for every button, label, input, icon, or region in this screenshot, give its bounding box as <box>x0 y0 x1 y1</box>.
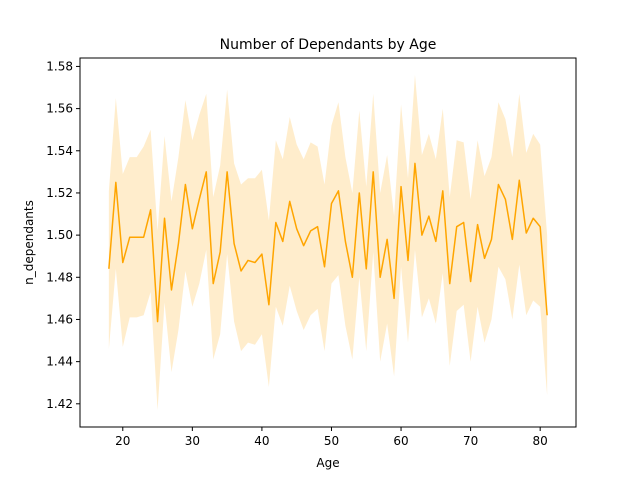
confidence-band-0 <box>108 74 548 411</box>
y-tick-label: 1.48 <box>46 270 73 284</box>
y-tick-label: 1.54 <box>46 144 73 158</box>
y-tick-label: 1.52 <box>46 186 73 200</box>
x-tick-label: 20 <box>115 434 130 448</box>
x-tick-label: 50 <box>324 434 339 448</box>
y-tick-label: 1.58 <box>46 59 73 73</box>
y-axis-title: n_dependants <box>22 200 36 285</box>
plot-frame <box>79 57 577 428</box>
x-tick-label: 70 <box>463 434 478 448</box>
y-tick-label: 1.46 <box>46 312 73 326</box>
x-tick-label: 80 <box>533 434 548 448</box>
y-tick-label: 1.56 <box>46 102 73 116</box>
x-axis-title: Age <box>316 456 339 470</box>
y-tick-label: 1.50 <box>46 228 73 242</box>
y-tick-label: 1.44 <box>46 355 73 369</box>
x-tick-label: 40 <box>254 434 269 448</box>
x-tick-label: 60 <box>393 434 408 448</box>
x-tick-label: 30 <box>185 434 200 448</box>
y-tick-label: 1.42 <box>46 397 73 411</box>
series-line-0 <box>108 162 548 323</box>
chart-title: Number of Dependants by Age <box>220 37 437 53</box>
